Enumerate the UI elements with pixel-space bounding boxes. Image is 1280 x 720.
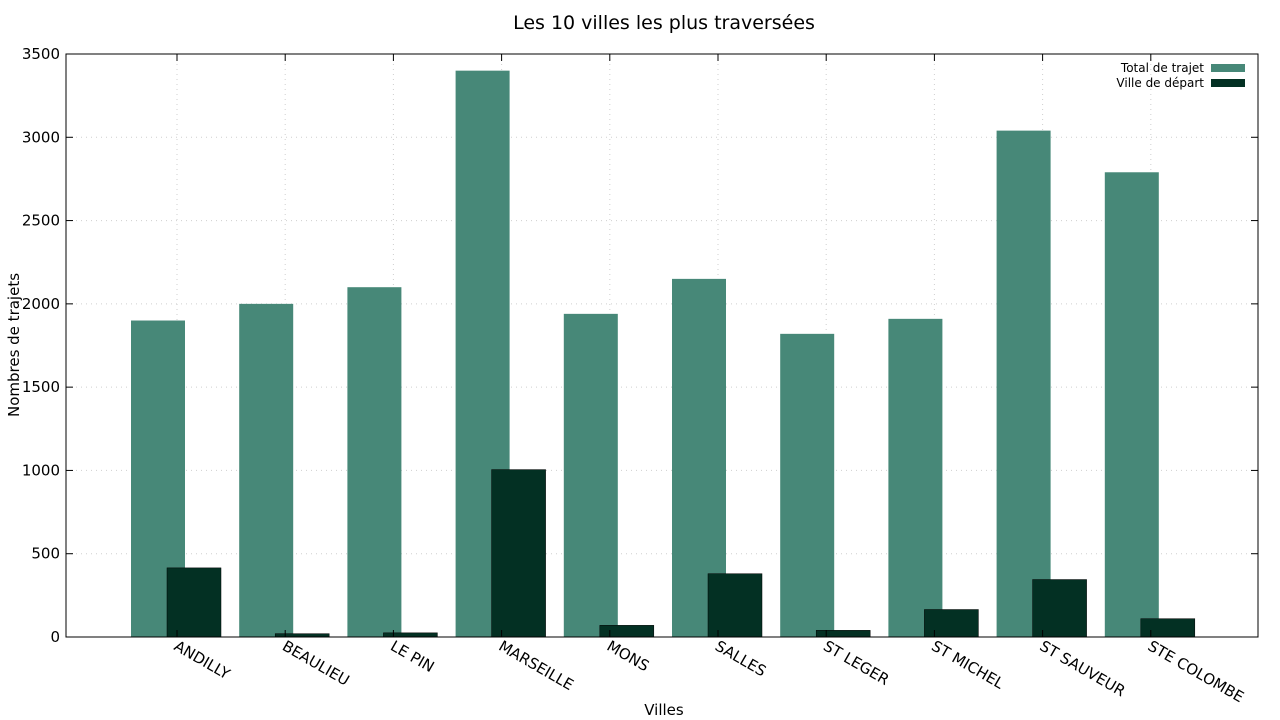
chart-title: Les 10 villes les plus traversées [513, 12, 815, 34]
legend-label: Ville de départ [1116, 76, 1204, 90]
bar-ville-de-depart [924, 609, 979, 638]
legend-label: Total de trajet [1120, 61, 1204, 75]
y-tick-label: 0 [50, 628, 60, 646]
x-tick-label: MARSEILLE [496, 637, 577, 694]
x-tick-label: ANDILLY [171, 637, 234, 684]
x-tick-label: MONS [604, 637, 652, 675]
y-tick-label: 1000 [22, 461, 60, 479]
x-tick-label: BEAULIEU [279, 637, 352, 690]
x-tick-label: ST MICHEL [928, 637, 1007, 693]
bar-ville-de-depart [815, 630, 871, 638]
bar-total-de-trajet [563, 313, 618, 637]
y-axis-label: Nombres de trajets [5, 273, 23, 417]
bar-total-de-trajet [239, 303, 294, 637]
bar-ville-de-depart [1140, 618, 1196, 638]
axis-ticks [66, 53, 1258, 638]
x-tick-label: ST LEGER [820, 637, 892, 689]
bar-ville-de-depart [707, 573, 763, 638]
bar-total-de-trajet [996, 130, 1051, 637]
bar-total-de-trajet [780, 333, 835, 637]
bar-ville-de-depart [599, 625, 655, 638]
y-tick-label: 2000 [22, 295, 60, 313]
x-tick-label: ST SAUVEUR [1037, 637, 1129, 700]
bars [131, 70, 1196, 638]
legend-swatch [1211, 64, 1245, 72]
legend-swatch [1211, 79, 1245, 87]
bar-ville-de-depart [383, 632, 438, 638]
y-tick-label: 3000 [22, 128, 60, 146]
x-tick-labels: ANDILLY BEAULIEU LE PIN MARSEILLE MONS SALLES… [171, 637, 1247, 706]
y-tick-label: 3500 [22, 45, 60, 63]
plot-frame [65, 53, 1259, 638]
bar-total-de-trajet [888, 318, 943, 637]
bar-ville-de-depart [1032, 579, 1087, 638]
y-tick-label: 1500 [22, 378, 60, 396]
x-tick-label: SALLES [712, 637, 769, 680]
x-axis-label: Villes [644, 701, 684, 719]
x-tick-label: LE PIN [387, 637, 437, 676]
bar-ville-de-depart [166, 567, 222, 638]
y-tick-label: 500 [31, 545, 60, 563]
bar-total-de-trajet [1104, 172, 1159, 637]
y-tick-labels: 0 500 1000 1500 2000 2500 3000 3500 [22, 45, 60, 646]
bar-ville-de-depart [491, 469, 546, 638]
x-tick-label: STE COLOMBE [1145, 637, 1247, 706]
bar-total-de-trajet [347, 287, 402, 637]
y-tick-label: 2500 [22, 212, 60, 230]
